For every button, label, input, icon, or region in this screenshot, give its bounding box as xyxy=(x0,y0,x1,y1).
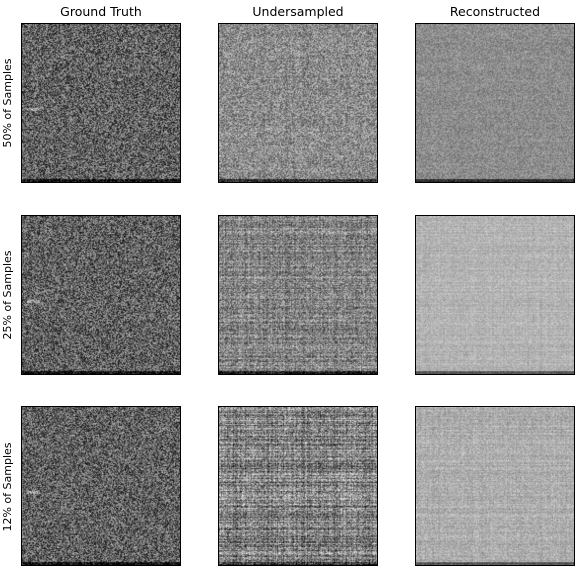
row-label-25: 25% of Samples xyxy=(1,250,14,340)
panel-undersampled-12 xyxy=(218,406,378,566)
panel-undersampled-50 xyxy=(218,23,378,183)
row-label-12: 12% of Samples xyxy=(1,442,14,532)
panel-reconstructed-12 xyxy=(415,406,575,566)
panel-ground-truth-50 xyxy=(21,23,181,183)
column-title-ground-truth: Ground Truth xyxy=(60,4,142,19)
panel-ground-truth-25 xyxy=(21,215,181,375)
column-title-undersampled: Undersampled xyxy=(252,4,344,19)
column-title-reconstructed: Reconstructed xyxy=(449,4,541,19)
panel-reconstructed-25 xyxy=(415,215,575,375)
panel-undersampled-25 xyxy=(218,215,378,375)
panel-ground-truth-12 xyxy=(21,406,181,566)
row-label-50: 50% of Samples xyxy=(1,58,14,148)
panel-reconstructed-50 xyxy=(415,23,575,183)
